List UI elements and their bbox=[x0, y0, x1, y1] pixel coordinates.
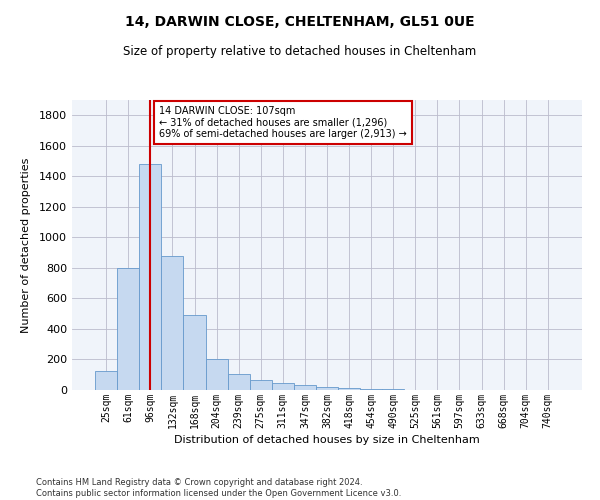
Y-axis label: Number of detached properties: Number of detached properties bbox=[20, 158, 31, 332]
Bar bbox=[316, 386, 338, 390]
Text: Contains HM Land Registry data © Crown copyright and database right 2024.
Contai: Contains HM Land Registry data © Crown c… bbox=[36, 478, 401, 498]
Bar bbox=[250, 380, 272, 390]
Bar bbox=[161, 256, 184, 390]
Text: Size of property relative to detached houses in Cheltenham: Size of property relative to detached ho… bbox=[124, 45, 476, 58]
Text: Distribution of detached houses by size in Cheltenham: Distribution of detached houses by size … bbox=[174, 435, 480, 445]
Text: 14 DARWIN CLOSE: 107sqm
← 31% of detached houses are smaller (1,296)
69% of semi: 14 DARWIN CLOSE: 107sqm ← 31% of detache… bbox=[159, 106, 407, 140]
Bar bbox=[95, 371, 117, 390]
Bar bbox=[184, 315, 206, 390]
Text: 14, DARWIN CLOSE, CHELTENHAM, GL51 0UE: 14, DARWIN CLOSE, CHELTENHAM, GL51 0UE bbox=[125, 15, 475, 29]
Bar bbox=[294, 385, 316, 390]
Bar bbox=[206, 358, 227, 390]
Bar bbox=[227, 374, 250, 390]
Bar bbox=[338, 388, 360, 390]
Bar bbox=[139, 164, 161, 390]
Bar bbox=[360, 389, 382, 390]
Bar bbox=[272, 383, 294, 390]
Bar bbox=[117, 268, 139, 390]
